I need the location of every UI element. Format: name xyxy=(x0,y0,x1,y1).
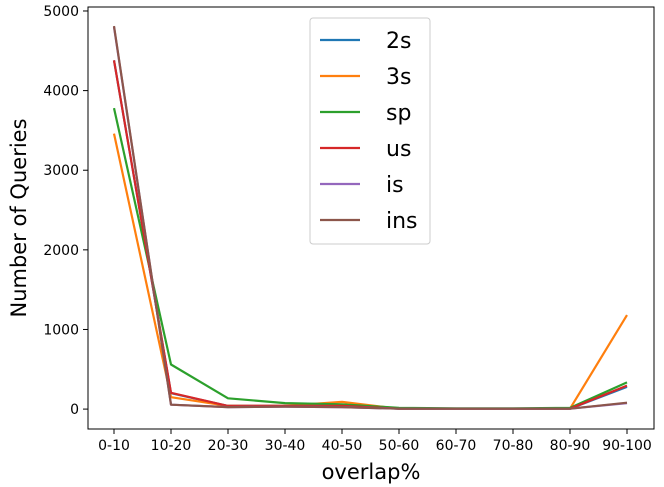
legend-box xyxy=(309,17,431,245)
legend-label-3s: 3s xyxy=(386,65,411,90)
legend-label-ins: ins xyxy=(386,209,418,234)
x-tick-label: 60-70 xyxy=(436,438,477,454)
x-axis-ticks: 0-10 10-20 20-30 30-40 40-50 50-60 60-70 70-80 8… xyxy=(98,429,652,454)
legend-label-is: is xyxy=(386,173,404,198)
y-axis-label: Number of Queries xyxy=(7,118,31,317)
plot-frame xyxy=(87,6,655,430)
x-tick-label: 30-40 xyxy=(265,438,306,454)
legend-label-us: us xyxy=(386,137,411,162)
x-tick-label: 0-10 xyxy=(98,438,130,454)
plot-lines xyxy=(112,25,628,410)
y-tick-label: 0 xyxy=(70,402,79,418)
y-tick-label: 3000 xyxy=(43,163,79,179)
y-tick-label: 1000 xyxy=(43,322,79,338)
x-tick-label: 70-80 xyxy=(493,438,534,454)
x-tick-label: 50-60 xyxy=(379,438,420,454)
x-tick-label: 20-30 xyxy=(208,438,249,454)
x-tick-label: 10-20 xyxy=(151,438,192,454)
y-tick-label: 2000 xyxy=(43,243,79,259)
legend-label-sp: sp xyxy=(386,101,411,126)
x-tick-label: 80-90 xyxy=(550,438,591,454)
legend-label-2s: 2s xyxy=(386,29,411,54)
y-axis-ticks: 0 1000 2000 3000 4000 5000 xyxy=(43,4,88,418)
x-axis-label: overlap% xyxy=(322,460,421,484)
x-tick-label: 90-100 xyxy=(602,438,652,454)
x-tick-label: 40-50 xyxy=(322,438,363,454)
legend: 2s 3s sp us is ins xyxy=(309,17,431,245)
y-tick-label: 4000 xyxy=(43,84,79,100)
y-tick-label: 5000 xyxy=(43,4,79,20)
series-line-ins xyxy=(112,25,628,410)
